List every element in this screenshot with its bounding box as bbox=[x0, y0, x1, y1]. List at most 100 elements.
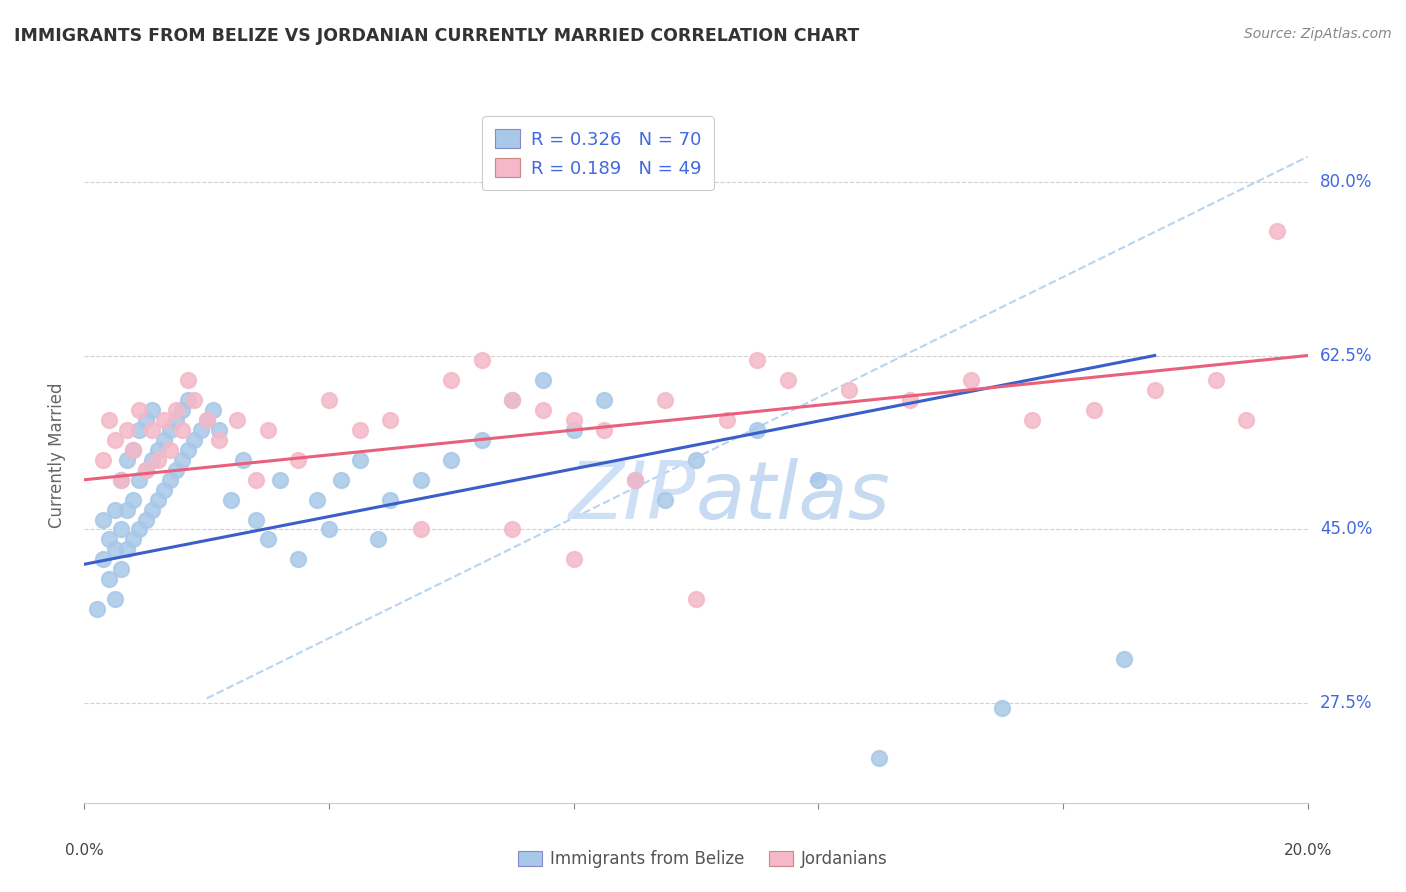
Text: atlas: atlas bbox=[696, 458, 891, 536]
Point bbox=[531, 403, 554, 417]
Point bbox=[562, 423, 585, 437]
Point bbox=[367, 533, 389, 547]
Point bbox=[257, 423, 280, 437]
Point bbox=[624, 473, 647, 487]
Point bbox=[1021, 413, 1043, 427]
Point bbox=[91, 453, 114, 467]
Point bbox=[195, 413, 218, 427]
Point bbox=[208, 433, 231, 447]
Point bbox=[201, 403, 224, 417]
Text: ZIP: ZIP bbox=[568, 458, 696, 536]
Point bbox=[122, 442, 145, 457]
Point bbox=[440, 453, 463, 467]
Point bbox=[624, 473, 647, 487]
Point bbox=[232, 453, 254, 467]
Point bbox=[838, 384, 860, 398]
Text: 45.0%: 45.0% bbox=[1320, 520, 1372, 539]
Point bbox=[349, 423, 371, 437]
Point bbox=[502, 393, 524, 408]
Point bbox=[685, 453, 707, 467]
Point bbox=[257, 533, 280, 547]
Point bbox=[135, 463, 157, 477]
Point bbox=[177, 393, 200, 408]
Point bbox=[898, 393, 921, 408]
Point bbox=[110, 562, 132, 576]
Point bbox=[593, 393, 616, 408]
Point bbox=[183, 393, 205, 408]
Point bbox=[562, 413, 585, 427]
Y-axis label: Currently Married: Currently Married bbox=[48, 382, 66, 528]
Point bbox=[128, 473, 150, 487]
Text: Source: ZipAtlas.com: Source: ZipAtlas.com bbox=[1244, 27, 1392, 41]
Point bbox=[685, 592, 707, 607]
Point bbox=[190, 423, 212, 437]
Point bbox=[869, 751, 891, 765]
Point bbox=[380, 492, 402, 507]
Point bbox=[380, 413, 402, 427]
Point bbox=[409, 473, 432, 487]
Point bbox=[562, 552, 585, 566]
Point bbox=[409, 523, 432, 537]
Point bbox=[776, 373, 799, 387]
Point bbox=[97, 572, 120, 586]
Point bbox=[287, 453, 309, 467]
Point bbox=[91, 552, 114, 566]
Point bbox=[135, 463, 157, 477]
Point bbox=[115, 542, 138, 557]
Point bbox=[135, 512, 157, 526]
Point bbox=[287, 552, 309, 566]
Point bbox=[440, 373, 463, 387]
Point bbox=[115, 453, 138, 467]
Point bbox=[716, 413, 738, 427]
Point bbox=[128, 423, 150, 437]
Text: 80.0%: 80.0% bbox=[1320, 172, 1372, 191]
Point bbox=[183, 433, 205, 447]
Point bbox=[91, 512, 114, 526]
Point bbox=[141, 453, 163, 467]
Point bbox=[1234, 413, 1257, 427]
Point bbox=[349, 453, 371, 467]
Point bbox=[318, 523, 340, 537]
Point bbox=[153, 483, 176, 497]
Point bbox=[153, 413, 176, 427]
Text: IMMIGRANTS FROM BELIZE VS JORDANIAN CURRENTLY MARRIED CORRELATION CHART: IMMIGRANTS FROM BELIZE VS JORDANIAN CURR… bbox=[14, 27, 859, 45]
Point bbox=[245, 512, 267, 526]
Point bbox=[159, 442, 181, 457]
Point bbox=[141, 423, 163, 437]
Point bbox=[115, 502, 138, 516]
Point bbox=[330, 473, 353, 487]
Point bbox=[245, 473, 267, 487]
Point bbox=[471, 353, 494, 368]
Point bbox=[159, 473, 181, 487]
Text: 27.5%: 27.5% bbox=[1320, 694, 1372, 713]
Point bbox=[146, 442, 169, 457]
Point bbox=[141, 403, 163, 417]
Point bbox=[226, 413, 249, 427]
Point bbox=[960, 373, 983, 387]
Point bbox=[135, 413, 157, 427]
Point bbox=[122, 442, 145, 457]
Text: 0.0%: 0.0% bbox=[65, 843, 104, 857]
Point bbox=[208, 423, 231, 437]
Point bbox=[128, 523, 150, 537]
Point bbox=[110, 523, 132, 537]
Point bbox=[318, 393, 340, 408]
Point bbox=[1205, 373, 1227, 387]
Point bbox=[97, 533, 120, 547]
Point bbox=[531, 373, 554, 387]
Text: 20.0%: 20.0% bbox=[1284, 843, 1331, 857]
Point bbox=[991, 701, 1014, 715]
Point bbox=[219, 492, 242, 507]
Point bbox=[747, 353, 769, 368]
Point bbox=[747, 423, 769, 437]
Point bbox=[86, 602, 108, 616]
Point bbox=[269, 473, 291, 487]
Point bbox=[115, 423, 138, 437]
Point bbox=[807, 473, 830, 487]
Point bbox=[177, 442, 200, 457]
Point bbox=[110, 473, 132, 487]
Point bbox=[172, 403, 194, 417]
Point bbox=[177, 373, 200, 387]
Point bbox=[165, 403, 187, 417]
Point bbox=[146, 453, 169, 467]
